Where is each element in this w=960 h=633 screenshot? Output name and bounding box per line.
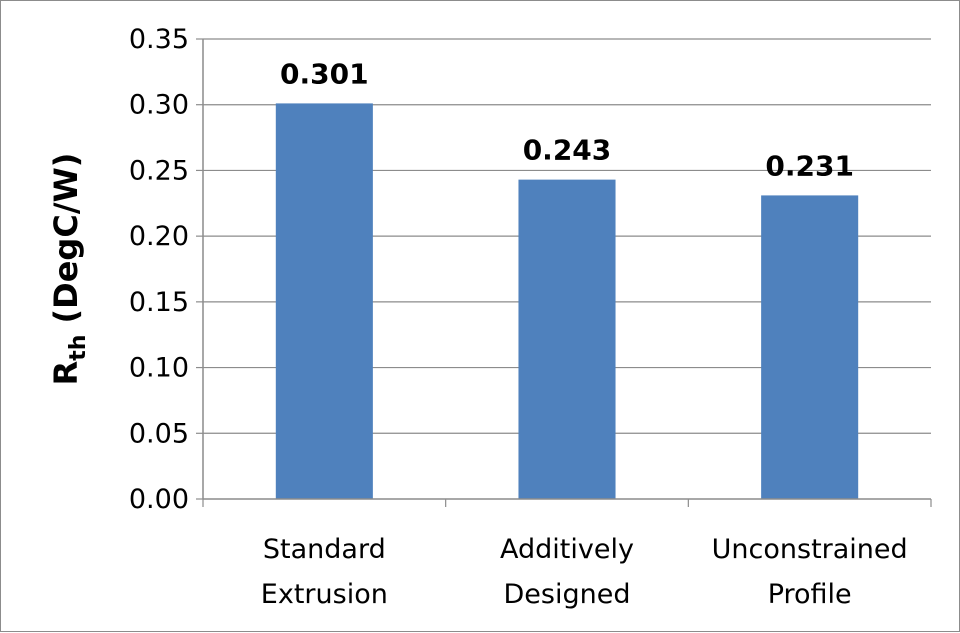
y-axis-label: Rth (DegC/W)	[47, 153, 91, 386]
y-tick-label: 0.10	[129, 353, 189, 384]
x-tick-label: Designed	[504, 579, 631, 610]
y-tick-label: 0.35	[129, 24, 189, 55]
x-tick-label: Additively	[500, 534, 634, 565]
bar	[275, 103, 373, 500]
y-axis-label-subscript: th	[66, 335, 91, 361]
y-axis-label-unit: (DegC/W)	[47, 153, 85, 335]
y-tick-label: 0.00	[129, 484, 189, 515]
y-tick-label: 0.05	[129, 418, 189, 449]
y-tick-label: 0.20	[129, 221, 189, 252]
y-tick-label: 0.25	[129, 155, 189, 186]
x-tick-label: Extrusion	[261, 579, 388, 610]
y-tick-label: 0.30	[129, 90, 189, 121]
data-label: 0.301	[280, 57, 369, 90]
bars	[275, 103, 859, 500]
y-tick-label: 0.15	[129, 287, 189, 318]
y-axis-label-main: R	[47, 361, 85, 386]
data-label: 0.243	[523, 134, 612, 167]
data-label: 0.231	[765, 149, 854, 182]
bar	[518, 179, 616, 499]
x-tick-label: Unconstrained	[712, 534, 908, 565]
y-tick-labels: 0.00 0.05 0.10 0.15 0.20 0.25 0.30 0.35	[129, 24, 189, 515]
axes	[196, 38, 932, 507]
x-tick-labels: Standard Extrusion Additively Designed Uncon…	[261, 534, 908, 610]
bar	[761, 195, 859, 499]
x-tick-label: Profile	[768, 579, 852, 610]
data-labels: 0.301 0.243 0.231	[280, 57, 854, 182]
x-tick-label: Standard	[263, 534, 386, 565]
